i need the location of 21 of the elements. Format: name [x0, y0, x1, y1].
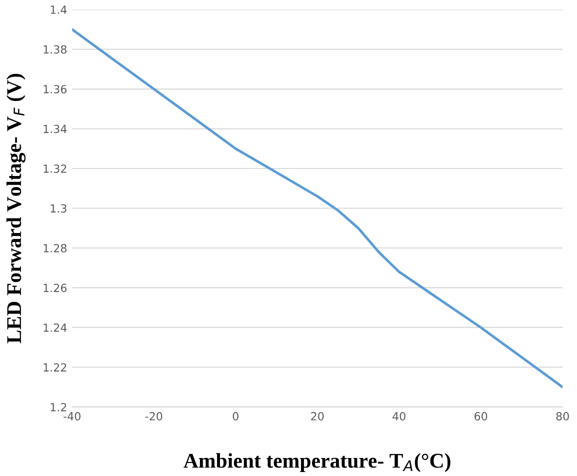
- x-tick-label: 20: [311, 412, 324, 420]
- x-axis-title: Ambient temperature- T$_{A}$(°C): [184, 453, 450, 472]
- y-tick-label: 1.36: [44, 84, 67, 94]
- x-tick-label: 0: [232, 412, 238, 420]
- x-tick-label: 60: [474, 412, 488, 420]
- x-tick-label: -40: [64, 412, 80, 420]
- y-tick-label: 1.4: [50, 6, 67, 14]
- line-series: [72, 28, 563, 388]
- y-axis-title: LED Forward Voltage- V$_{F}$ (V): [6, 74, 26, 344]
- x-tick-label: 40: [392, 412, 406, 420]
- y-tick-label: 1.22: [44, 363, 66, 372]
- y-tick-label: 1.34: [44, 124, 67, 134]
- y-tick-label: 1.32: [44, 164, 66, 173]
- x-tick-label: -20: [145, 412, 162, 420]
- x-tick-label: 80: [556, 412, 569, 420]
- y-tick-label: 1.24: [44, 323, 67, 332]
- y-tick-label: 1.28: [44, 244, 67, 252]
- y-tick-label: 1.3: [50, 204, 66, 213]
- y-tick-label: 1.38: [44, 45, 67, 54]
- y-tick-label: 1.2: [50, 402, 66, 412]
- y-tick-label: 1.26: [44, 284, 67, 292]
